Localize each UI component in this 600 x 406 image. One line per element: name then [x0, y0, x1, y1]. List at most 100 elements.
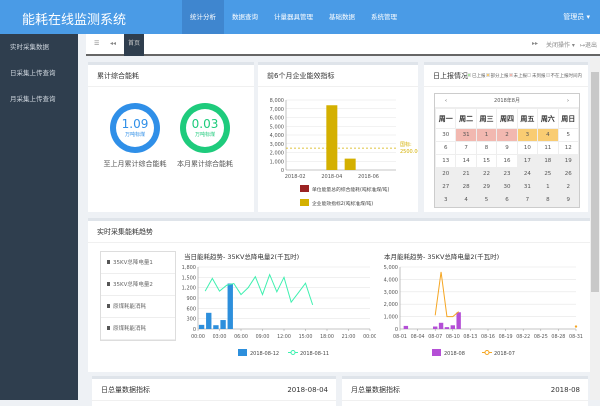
nav-system[interactable]: 系统管理: [371, 13, 397, 21]
daily-chart-title: 当日能耗趋势- 35KV总降电量2(千瓦时): [184, 253, 300, 261]
menu-icon[interactable]: ☰: [94, 40, 100, 47]
calendar-day[interactable]: 22: [475, 167, 498, 181]
nav-basic[interactable]: 基础数据: [329, 13, 355, 21]
x-tick-label: 03:00: [213, 334, 227, 340]
calendar-day[interactable]: 5: [475, 193, 498, 207]
meter-item[interactable]: 原煤耗能消耗: [101, 318, 175, 340]
legend-label: 企业能效指标2(吨标准煤/吨): [312, 200, 373, 207]
user-menu[interactable]: 管理员 ▾: [563, 13, 590, 21]
calendar-day[interactable]: 19: [557, 154, 580, 168]
calendar-day[interactable]: 14: [455, 154, 477, 168]
tab-back-icon[interactable]: ◂◂: [110, 40, 117, 47]
weekday-header: 周三: [475, 108, 498, 129]
calendar-day[interactable]: 17: [516, 154, 539, 168]
x-tick-label: 08-28: [551, 334, 565, 340]
y-tick-label: 5,000: [384, 265, 398, 271]
sidebar-item-daily[interactable]: 日采集上传查询: [10, 69, 56, 77]
sidebar-item-realtime[interactable]: 实时采集数据: [10, 43, 49, 51]
calendar-day[interactable]: 20: [434, 167, 457, 181]
calendar-day[interactable]: 18: [537, 154, 559, 168]
efficiency-chart: 0 1,000 2,000 3,000 4,000 5,000 6,000 7,000 8,00…: [270, 98, 418, 207]
calendar-day[interactable]: 24: [516, 167, 539, 181]
legend-label: 2018-07: [494, 351, 515, 357]
y-tick-label: 3,000: [384, 290, 398, 296]
calendar-day[interactable]: 9: [496, 141, 518, 155]
calendar-day[interactable]: 8: [537, 193, 559, 207]
calendar-day[interactable]: 1: [537, 180, 559, 194]
calendar-day[interactable]: 29: [475, 180, 498, 194]
calendar-day[interactable]: 6: [434, 141, 457, 155]
calendar-day[interactable]: 8: [475, 141, 498, 155]
y-tick-label: 900: [186, 296, 196, 302]
x-tick-label: 00:00: [191, 334, 205, 340]
calendar-day[interactable]: 23: [496, 167, 518, 181]
legend-item: 已上报: [467, 73, 486, 79]
calendar-day[interactable]: 12: [557, 141, 580, 155]
legend-item: 未到报: [527, 73, 546, 79]
calendar-day[interactable]: 3: [434, 193, 457, 207]
legend-label: 未到报: [532, 74, 546, 79]
calendar-day[interactable]: 4: [455, 193, 477, 207]
legend-label: 部分上报: [490, 74, 509, 79]
logout-button[interactable]: ↦退出: [580, 42, 598, 49]
calendar-day[interactable]: 15: [475, 154, 498, 168]
y-tick-label: 3,000: [270, 142, 284, 148]
weekday-header: 周四: [496, 108, 518, 129]
calendar-day[interactable]: 11: [537, 141, 559, 155]
calendar-day[interactable]: 21: [455, 167, 477, 181]
calendar-day[interactable]: 30: [434, 128, 457, 142]
calendar-day[interactable]: 5: [557, 128, 580, 142]
calendar-day[interactable]: 7: [516, 193, 539, 207]
meter-item[interactable]: 35KV总降电量1: [101, 252, 175, 274]
nav-query[interactable]: 数据查询: [232, 13, 258, 21]
legend-swatch-icon: [485, 73, 490, 77]
ring-value: 0.03: [191, 117, 219, 131]
calendar-month[interactable]: 2018年8月: [494, 98, 520, 104]
nav-meter[interactable]: 计量器具管理: [274, 13, 313, 21]
panel-title: 累计综合能耗: [88, 65, 254, 87]
calendar-next[interactable]: ›: [566, 98, 570, 104]
calendar-day[interactable]: 26: [557, 167, 580, 181]
nav-stats[interactable]: 统计分析: [182, 0, 224, 34]
bar: [438, 322, 444, 329]
legend-swatch: [432, 349, 441, 356]
calendar-day[interactable]: 27: [434, 180, 457, 194]
page-scrollbar[interactable]: [590, 58, 600, 400]
calendar-day[interactable]: 31: [455, 128, 477, 142]
calendar-day[interactable]: 6: [496, 193, 518, 207]
legend-label: 2018-08: [444, 351, 465, 357]
calendar-day[interactable]: 4: [537, 128, 559, 142]
ring-label: 至上月累计综合能耗: [103, 160, 167, 168]
tab-home[interactable]: 首页: [124, 34, 144, 56]
calendar-day[interactable]: 31: [516, 180, 539, 194]
y-tick-label: 1,200: [182, 286, 196, 292]
calendar-day[interactable]: 1: [475, 128, 498, 142]
calendar-day[interactable]: 16: [496, 154, 518, 168]
bar: [213, 325, 219, 329]
tab-forward-icon[interactable]: ▸▸: [532, 40, 539, 47]
meter-item[interactable]: 35KV总降电量2: [101, 274, 175, 296]
calendar-day[interactable]: 9: [557, 193, 580, 207]
scrollbar-thumb[interactable]: [591, 72, 599, 292]
calendar-day[interactable]: 13: [434, 154, 457, 168]
legend-marker: [290, 350, 296, 355]
calendar-day[interactable]: 2: [496, 128, 518, 142]
legend-label: 已上报: [472, 74, 486, 79]
close-ops-dropdown[interactable]: 关闭操作 ▾: [546, 42, 575, 49]
meter-item[interactable]: 原煤耗能消耗: [101, 296, 175, 318]
ring-unit: 万吨标煤: [124, 132, 145, 138]
x-tick-label: 08-31: [569, 334, 583, 340]
calendar-day[interactable]: 3: [516, 128, 539, 142]
y-tick-label: 5,000: [270, 124, 284, 130]
calendar-day[interactable]: 10: [516, 141, 539, 155]
y-tick-label: 4,000: [384, 277, 398, 283]
sidebar-item-monthly[interactable]: 月采集上传查询: [10, 95, 56, 103]
calendar-day[interactable]: 28: [455, 180, 477, 194]
calendar-day[interactable]: 7: [455, 141, 477, 155]
calendar-day[interactable]: 25: [537, 167, 559, 181]
calendar-prev[interactable]: ‹: [444, 98, 448, 104]
calendar-day[interactable]: 2: [557, 180, 580, 194]
calendar-day[interactable]: 30: [496, 180, 518, 194]
x-tick-label: 09:00: [256, 334, 270, 340]
y-tick-label: 4,000: [270, 133, 284, 139]
